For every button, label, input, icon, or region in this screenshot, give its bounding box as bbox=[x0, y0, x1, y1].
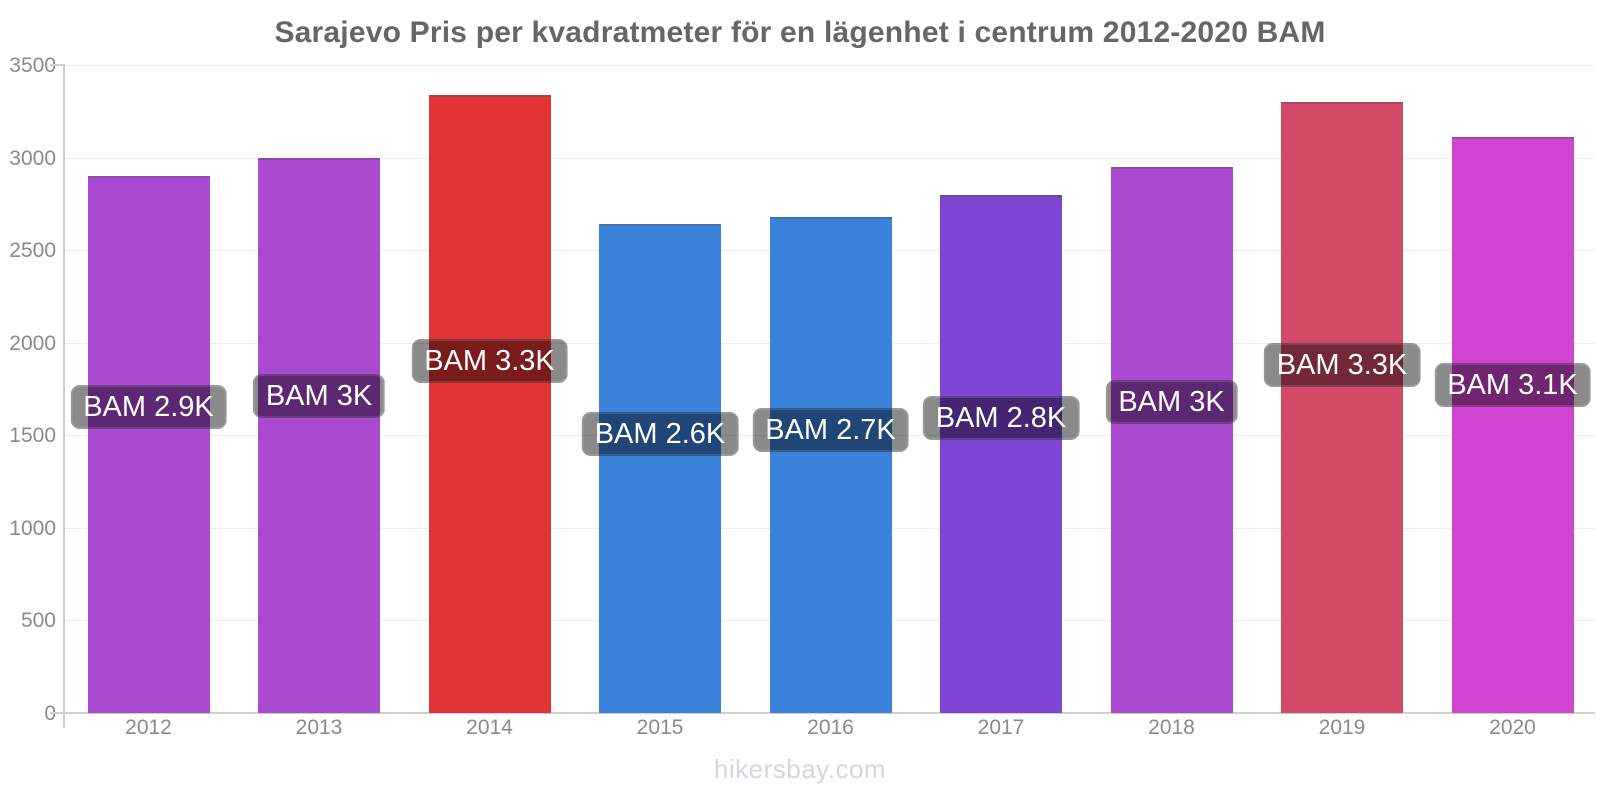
plot-area: BAM 2.9K BAM 3K BAM 3.3K BAM 2.6K BAM 2.7K BA… bbox=[65, 65, 1595, 713]
y-axis-line bbox=[63, 65, 65, 728]
bar-2012[interactable] bbox=[87, 176, 210, 713]
y-tick-500: 500 bbox=[20, 609, 56, 633]
x-tick-2012: 2012 bbox=[125, 716, 172, 739]
bar-2017[interactable] bbox=[940, 194, 1062, 713]
y-tick-3000: 3000 bbox=[9, 146, 56, 170]
y-tick-2000: 2000 bbox=[9, 331, 56, 355]
gridline-3500 bbox=[65, 65, 1595, 66]
x-tick-2013: 2013 bbox=[295, 716, 343, 739]
x-tick-2018: 2018 bbox=[1148, 716, 1195, 739]
x-tick-2015: 2015 bbox=[636, 716, 684, 739]
bar-value-label-2015: BAM 2.6K bbox=[581, 412, 739, 457]
bar-2020[interactable] bbox=[1451, 137, 1574, 713]
bar-2013[interactable] bbox=[258, 157, 380, 713]
bar-2018[interactable] bbox=[1110, 166, 1233, 713]
bar-value-label-2013: BAM 3K bbox=[252, 374, 386, 419]
bar-value-label-2014: BAM 3.3K bbox=[411, 338, 568, 383]
x-tick-2017: 2017 bbox=[977, 716, 1025, 739]
bar-value-label-2018: BAM 3K bbox=[1105, 379, 1238, 424]
bar-2014[interactable] bbox=[428, 94, 551, 713]
y-tick-1000: 1000 bbox=[9, 516, 56, 540]
y-axis-end-tick-0 bbox=[50, 712, 65, 714]
bar-value-label-2017: BAM 2.8K bbox=[922, 395, 1080, 440]
bar-value-label-2012: BAM 2.9K bbox=[70, 384, 227, 429]
y-tick-1500: 1500 bbox=[9, 424, 56, 448]
y-tick-0: 0 bbox=[4, 703, 56, 724]
bar-2016[interactable] bbox=[769, 216, 892, 713]
x-axis-baseline bbox=[63, 712, 1595, 714]
y-axis-end-tick-3500 bbox=[50, 64, 65, 66]
gridline-3000 bbox=[65, 157, 1595, 159]
x-tick-2014: 2014 bbox=[466, 716, 513, 739]
bar-2015[interactable] bbox=[599, 224, 721, 713]
chart-title: Sarajevo Pris per kvadratmeter för en lä… bbox=[274, 16, 1326, 49]
bar-value-label-2019: BAM 3.3K bbox=[1263, 342, 1421, 387]
y-tick-2500: 2500 bbox=[9, 239, 56, 263]
bar-2019[interactable] bbox=[1281, 102, 1403, 713]
watermark-text: hikersbay.com bbox=[713, 754, 887, 784]
bar-value-label-2020: BAM 3.1K bbox=[1434, 362, 1591, 407]
x-tick-2019: 2019 bbox=[1318, 716, 1366, 739]
y-tick-3500: 3500 bbox=[9, 54, 56, 77]
bar-value-label-2016: BAM 2.7K bbox=[752, 408, 909, 453]
x-tick-2016: 2016 bbox=[807, 716, 854, 739]
x-tick-2020: 2020 bbox=[1489, 716, 1536, 739]
